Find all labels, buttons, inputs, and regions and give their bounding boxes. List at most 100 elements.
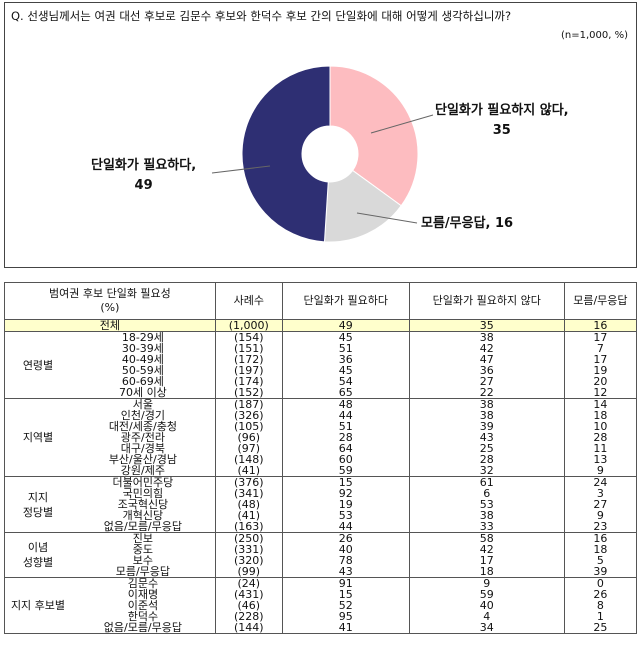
- group-label: 연령별: [4, 331, 71, 399]
- header-subject-unit: (%): [100, 301, 120, 314]
- slice-needed: [241, 65, 331, 243]
- table-row: 40-49세 (172) 36 47 17: [5, 354, 638, 365]
- row-label: 부산/울산/경남: [71, 454, 216, 465]
- table-row-total: 전체 (1,000) 49 35 16: [4, 319, 638, 332]
- row-value: 9: [563, 510, 638, 521]
- row-value: 1: [563, 611, 638, 622]
- row-value: 24: [563, 476, 638, 488]
- row-value: 44: [281, 521, 410, 533]
- table-row: 강원/제주 (41) 59 32 9: [5, 465, 638, 477]
- total-value: 16: [563, 319, 638, 332]
- group-label: 지지 후보별: [4, 577, 71, 634]
- group-label: 지역별: [4, 398, 71, 477]
- label-unknown-name: 모름/무응답, 16: [421, 216, 514, 231]
- row-value: 33: [408, 521, 565, 533]
- row-value: 26: [563, 589, 638, 600]
- label-needed-name: 단일화가 필요하다,: [91, 158, 197, 173]
- row-value: 17: [563, 331, 638, 343]
- row-label: 국민의힘: [71, 488, 216, 499]
- row-n: (144): [214, 622, 283, 634]
- total-n: (1,000): [214, 319, 283, 332]
- row-value: 8: [563, 600, 638, 611]
- header-subject-title: 범여권 후보 단일화 필요성: [48, 287, 171, 300]
- row-value: 18: [563, 544, 638, 555]
- table-row: 광주/전라 (96) 28 43 28: [5, 432, 638, 443]
- row-value: 11: [563, 443, 638, 454]
- row-value: 32: [408, 465, 565, 477]
- label-needed: 단일화가 필요하다, 49: [91, 156, 196, 196]
- row-label: 서울: [71, 398, 216, 410]
- row-value: 59: [281, 465, 410, 477]
- header-unknown: 모름/무응답: [563, 282, 638, 320]
- question-text: Q. 선생님께서는 여권 대선 후보로 김문수 후보와 한덕수 후보 간의 단일…: [11, 9, 512, 23]
- donut-chart: [211, 65, 434, 243]
- row-label: 한덕수: [71, 611, 216, 622]
- row-label: 더불어민주당: [71, 476, 216, 488]
- total-label: 전체: [4, 319, 216, 332]
- slice-not-needed: [329, 65, 419, 207]
- row-label: 없음/모름/무응답: [71, 622, 216, 634]
- table-row: 연령별 18-29세 (154) 45 38 17: [4, 331, 638, 399]
- row-value: 28: [563, 432, 638, 443]
- row-value: 34: [408, 622, 565, 634]
- row-label: 보수: [71, 555, 216, 566]
- row-label: 중도: [71, 544, 216, 555]
- row-value: 25: [563, 622, 638, 634]
- label-not-needed-value: 35: [492, 123, 511, 138]
- table-row: 이념 성향별 진보 (250) 26 58 16: [4, 532, 638, 578]
- chart-panel: Q. 선생님께서는 여권 대선 후보로 김문수 후보와 한덕수 후보 간의 단일…: [4, 2, 637, 268]
- row-label: 강원/제주: [71, 465, 216, 477]
- table-row: 보수 (320) 78 17 5: [5, 555, 638, 566]
- row-value: 22: [408, 387, 565, 399]
- table-row: 부산/울산/경남 (148) 60 28 13: [5, 454, 638, 465]
- row-value: 19: [563, 365, 638, 376]
- table-row: 국민의힘 (341) 92 6 3: [5, 488, 638, 499]
- label-not-needed-name: 단일화가 필요하지 않다,: [435, 103, 569, 118]
- row-label: 개혁신당: [71, 510, 216, 521]
- row-label: 없음/모름/무응답: [71, 521, 216, 533]
- row-label: 60-69세: [71, 376, 216, 387]
- row-value: 17: [563, 354, 638, 365]
- crosstab-table: 범여권 후보 단일화 필요성 (%) 사례수 단일화가 필요하다 단일화가 필요…: [4, 282, 638, 634]
- row-label: 40-49세: [71, 354, 216, 365]
- table-row: 중도 (331) 40 42 18: [5, 544, 638, 555]
- row-label: 광주/전라: [71, 432, 216, 443]
- row-label: 50-59세: [71, 365, 216, 376]
- row-value: 12: [563, 387, 638, 399]
- label-not-needed: 단일화가 필요하지 않다, 35: [435, 101, 569, 141]
- group-label: 지지 정당별: [4, 476, 71, 533]
- row-label: 진보: [71, 532, 216, 544]
- table-row: 대구/경북 (97) 64 25 11: [5, 443, 638, 454]
- leader-needed: [211, 165, 271, 174]
- row-value: 10: [563, 421, 638, 432]
- group-label: 이념 성향별: [4, 532, 71, 578]
- row-value: 23: [563, 521, 638, 533]
- label-needed-value: 49: [134, 178, 153, 193]
- slice-unknown: [323, 169, 402, 243]
- row-value: 5: [563, 555, 638, 566]
- row-value: 41: [281, 622, 410, 634]
- row-value: 7: [563, 343, 638, 354]
- table-row: 70세 이상 (152) 65 22 12: [5, 387, 638, 399]
- row-label: 이재명: [71, 589, 216, 600]
- row-value: 18: [563, 410, 638, 421]
- table-row: 60-69세 (174) 54 27 20: [5, 376, 638, 387]
- header-needed: 단일화가 필요하다: [281, 282, 410, 320]
- table-row: 개혁신당 (41) 53 38 9: [5, 510, 638, 521]
- table-row: 지역별 서울 (187) 48 38 14: [4, 398, 638, 477]
- row-value: 39: [563, 566, 638, 578]
- row-value: 20: [563, 376, 638, 387]
- row-label: 18-29세: [71, 331, 216, 343]
- leader-unknown: [356, 212, 418, 224]
- table-row: 대전/세종/충청 (105) 51 39 10: [5, 421, 638, 432]
- row-value: 43: [281, 566, 410, 578]
- table-row: 이준석 (46) 52 40 8: [5, 600, 638, 611]
- row-label: 인천/경기: [71, 410, 216, 421]
- row-value: 9: [563, 465, 638, 477]
- row-value: 65: [281, 387, 410, 399]
- table-row: 30-39세 (151) 51 42 7: [5, 343, 638, 354]
- row-value: 14: [563, 398, 638, 410]
- table-row: 인천/경기 (326) 44 38 18: [5, 410, 638, 421]
- table-row: 이재명 (431) 15 59 26: [5, 589, 638, 600]
- row-n: (152): [214, 387, 283, 399]
